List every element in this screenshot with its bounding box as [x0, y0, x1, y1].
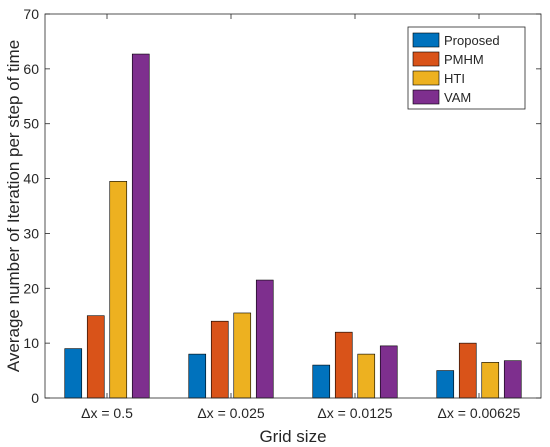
legend-label-vam: VAM [444, 90, 471, 105]
bar-pmhm-4 [458, 342, 477, 399]
bar-pmhm-1 [86, 315, 105, 399]
y-tick-label: 50 [23, 116, 39, 132]
y-tick-label: 10 [23, 335, 39, 351]
bar-proposed-3 [312, 364, 331, 399]
bar-vam-2 [255, 279, 274, 399]
y-tick-label: 30 [23, 225, 39, 241]
legend-swatch-proposed [412, 32, 440, 48]
bar-vam-1 [131, 53, 150, 399]
bar-pmhm-2 [210, 320, 229, 399]
legend-label-proposed: Proposed [444, 33, 500, 48]
x-tick-label: Δx = 0.0125 [317, 405, 392, 421]
legend-label-hti: HTI [444, 71, 465, 86]
bar-vam-3 [379, 345, 398, 399]
bar-vam-4 [503, 360, 522, 399]
x-tick-label: Δx = 0.00625 [438, 405, 521, 421]
legend-swatch-vam [412, 89, 440, 105]
legend-label-pmhm: PMHM [444, 52, 484, 67]
plot-frame [44, 13, 542, 399]
y-axis-ticks: 0 10 20 30 40 50 60 70 [23, 6, 541, 406]
y-tick-label: 60 [23, 61, 39, 77]
bar-hti-4 [481, 362, 500, 399]
bars [64, 53, 522, 399]
y-tick-label: 20 [23, 280, 39, 296]
x-tick-label: Δx = 0.5 [81, 405, 133, 421]
y-tick-label: 0 [31, 390, 39, 406]
y-tick-label: 40 [23, 171, 39, 187]
legend: Proposed PMHM HTI VAM [407, 26, 526, 110]
bar-proposed-4 [436, 370, 455, 399]
bar-proposed-2 [188, 353, 207, 399]
legend-swatch-pmhm [412, 51, 440, 67]
x-axis-ticks: Δx = 0.5 Δx = 0.025 Δx = 0.0125 Δx = 0.0062… [81, 14, 521, 421]
bar-hti-3 [357, 353, 376, 399]
bar-proposed-1 [64, 348, 83, 399]
bar-pmhm-3 [334, 331, 353, 399]
legend-swatch-hti [412, 70, 440, 86]
x-axis-label: Grid size [259, 427, 326, 446]
bar-hti-1 [109, 181, 128, 399]
y-axis-label: Average number of Iteration per step of … [4, 40, 23, 372]
x-tick-label: Δx = 0.025 [197, 405, 265, 421]
bar-hti-2 [233, 312, 252, 399]
y-tick-label: 70 [23, 6, 39, 22]
